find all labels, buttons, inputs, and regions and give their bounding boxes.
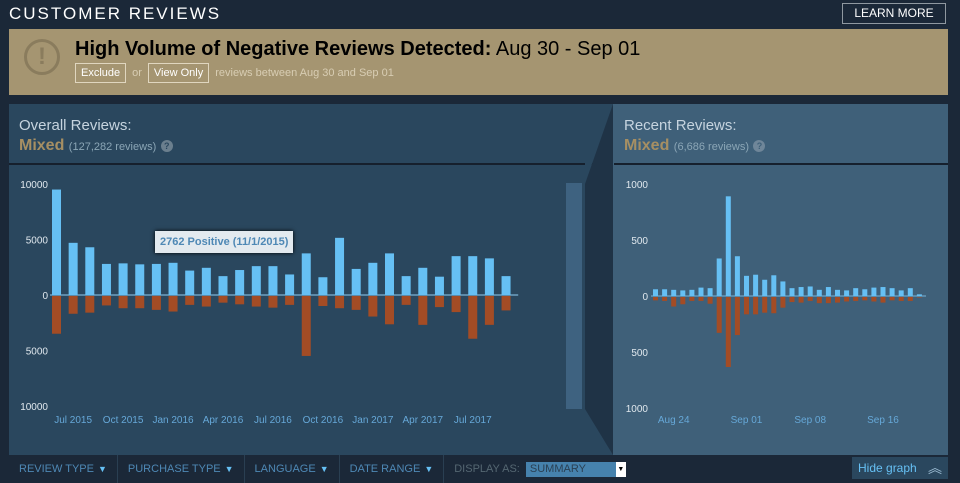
- date-range-label: DATE RANGE: [349, 463, 421, 475]
- language-label: LANGUAGE: [254, 463, 316, 475]
- divider: [9, 163, 613, 165]
- caret-down-icon: ▼: [319, 464, 329, 474]
- caret-down-icon: ▼: [615, 461, 626, 477]
- negative-reviews-banner: ! High Volume of Negative Reviews Detect…: [9, 29, 948, 95]
- caret-down-icon: ▼: [424, 464, 434, 474]
- review-type-dropdown[interactable]: REVIEW TYPE ▼: [9, 455, 118, 483]
- date-range-dropdown[interactable]: DATE RANGE ▼: [340, 455, 445, 483]
- caret-down-icon: ▼: [224, 464, 234, 474]
- filter-bar: REVIEW TYPE ▼ PURCHASE TYPE ▼ LANGUAGE ▼ DA…: [9, 455, 948, 483]
- language-dropdown[interactable]: LANGUAGE ▼: [245, 455, 340, 483]
- recent-reviews-panel: Recent Reviews: Mixed (6,686 reviews) ?: [614, 104, 948, 455]
- exclamation-icon: !: [24, 39, 60, 75]
- display-as-select[interactable]: SUMMARY ▼: [525, 461, 626, 477]
- hide-graph-button[interactable]: Hide graph ︽: [852, 457, 948, 479]
- view-only-button[interactable]: View Only: [147, 63, 210, 83]
- or-text: or: [132, 67, 142, 79]
- overall-reviews-panel: Overall Reviews: Mixed (127,282 reviews)…: [9, 104, 613, 455]
- divider: [614, 163, 948, 165]
- caret-down-icon: ▼: [97, 464, 107, 474]
- display-as-value: SUMMARY: [529, 462, 586, 475]
- banner-note: reviews between Aug 30 and Sep 01: [215, 67, 394, 79]
- overall-label: Overall Reviews:: [19, 117, 132, 134]
- recent-count: (6,686 reviews): [673, 141, 749, 153]
- banner-heading-text: High Volume of Negative Reviews Detected…: [75, 38, 492, 60]
- banner-range: Aug 30 - Sep 01: [495, 38, 641, 60]
- help-icon[interactable]: ?: [753, 140, 766, 152]
- purchase-type-dropdown[interactable]: PURCHASE TYPE ▼: [118, 455, 245, 483]
- exclude-button[interactable]: Exclude: [75, 63, 127, 83]
- purchase-type-label: PURCHASE TYPE: [127, 463, 221, 475]
- hide-graph-label: Hide graph: [858, 461, 917, 475]
- display-as-label: DISPLAY AS:: [454, 463, 520, 475]
- chart-tooltip: 2762 Positive (11/1/2015): [155, 231, 294, 253]
- section-title: CUSTOMER REVIEWS: [9, 4, 222, 23]
- recent-label: Recent Reviews:: [624, 117, 737, 134]
- overall-count: (127,282 reviews): [68, 141, 157, 153]
- review-type-label: REVIEW TYPE: [19, 463, 94, 475]
- recent-summary: Mixed: [624, 137, 670, 154]
- learn-more-button[interactable]: LEARN MORE: [842, 3, 946, 24]
- double-chevron-up-icon: ︽: [928, 460, 942, 476]
- overall-summary: Mixed: [19, 137, 65, 154]
- banner-heading: High Volume of Negative Reviews Detected…: [75, 38, 640, 61]
- help-icon[interactable]: ?: [160, 140, 173, 152]
